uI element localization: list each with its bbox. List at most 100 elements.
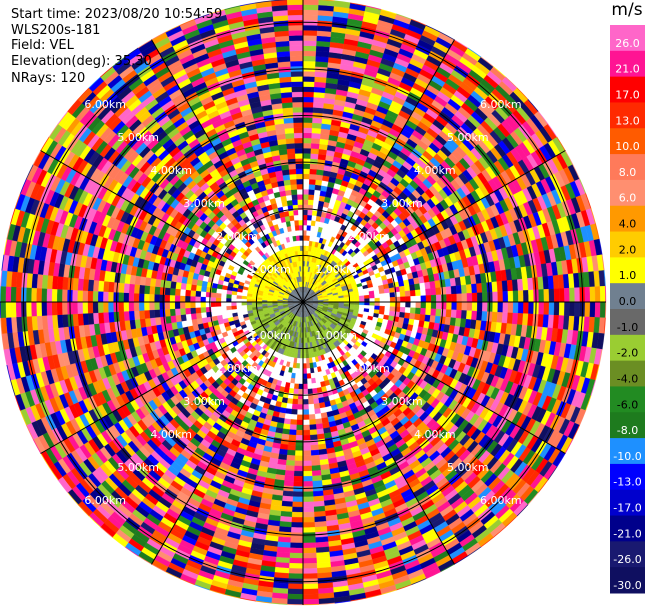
velocity-gate <box>296 409 304 415</box>
velocity-gate <box>282 490 294 497</box>
velocity-gate <box>379 305 386 311</box>
velocity-gate <box>358 295 365 300</box>
velocity-gate <box>309 434 318 441</box>
velocity-gate <box>289 419 297 426</box>
velocity-gate <box>302 573 318 580</box>
velocity-gate <box>599 286 606 303</box>
velocity-gate <box>379 301 386 307</box>
velocity-gate <box>429 280 436 289</box>
velocity-gate <box>313 97 325 104</box>
velocity-gate <box>302 137 312 144</box>
velocity-gate <box>302 0 319 6</box>
velocity-gate <box>389 292 396 298</box>
velocity-gate <box>378 288 385 295</box>
velocity-gate <box>481 311 488 322</box>
velocity-gate <box>388 287 395 294</box>
velocity-gate <box>281 500 293 507</box>
velocity-gate <box>491 281 498 293</box>
velocity-gate <box>302 127 313 134</box>
velocity-gate <box>455 309 462 319</box>
velocity-gate <box>302 552 317 559</box>
velocity-gate <box>315 423 324 430</box>
velocity-gate <box>302 71 316 77</box>
velocity-gate <box>292 398 299 405</box>
velocity-gate <box>471 310 478 321</box>
velocity-gate <box>409 284 416 291</box>
velocity-gate <box>460 310 468 320</box>
velocity-gate <box>311 122 322 129</box>
velocity-gate <box>308 194 315 201</box>
velocity-gate <box>293 465 304 472</box>
velocity-gate <box>399 312 406 319</box>
velocity-gate <box>302 409 310 415</box>
velocity-gate <box>307 388 313 395</box>
velocity-gate <box>287 588 304 595</box>
velocity-gate <box>451 293 457 303</box>
velocity-gate <box>302 399 309 405</box>
velocity-gate <box>310 153 319 160</box>
velocity-gate <box>502 291 509 303</box>
velocity-gate <box>302 562 318 569</box>
velocity-gate <box>312 490 324 497</box>
velocity-gate <box>384 292 391 298</box>
velocity-gate <box>292 491 304 498</box>
velocity-gate <box>574 301 581 317</box>
velocity-gate <box>313 403 321 410</box>
velocity-gate <box>409 290 416 297</box>
velocity-gate <box>414 283 421 291</box>
velocity-gate <box>306 373 312 379</box>
velocity-gate <box>288 573 304 580</box>
velocity-gate <box>293 481 304 487</box>
velocity-gate <box>307 398 314 405</box>
velocity-gate <box>302 598 319 605</box>
velocity-gate <box>308 189 315 196</box>
velocity-gate <box>309 168 318 175</box>
velocity-gate <box>410 295 416 303</box>
velocity-gate <box>285 408 292 415</box>
velocity-gate <box>522 313 529 326</box>
velocity-gate <box>289 424 297 431</box>
velocity-gate <box>374 305 380 311</box>
velocity-gate <box>305 357 310 364</box>
velocity-gate <box>306 363 311 369</box>
velocity-gate <box>445 286 452 295</box>
velocity-gate <box>369 298 375 303</box>
velocity-gate <box>313 102 325 109</box>
velocity-gate <box>548 301 555 316</box>
velocity-gate <box>309 178 317 185</box>
velocity-gate <box>343 297 350 301</box>
velocity-gate <box>302 501 314 508</box>
velocity-gate <box>302 414 310 421</box>
velocity-gate <box>589 286 596 303</box>
velocity-gate <box>314 81 327 88</box>
velocity-gate <box>425 288 432 296</box>
velocity-gate <box>302 122 313 129</box>
velocity-gate <box>295 434 304 441</box>
velocity-gate <box>379 297 386 303</box>
velocity-gate <box>302 189 310 195</box>
velocity-gate <box>414 313 421 321</box>
velocity-gate <box>302 460 312 467</box>
velocity-gate <box>302 45 317 52</box>
velocity-gate <box>307 209 313 216</box>
velocity-gate <box>507 301 514 314</box>
velocity-gate <box>512 290 519 303</box>
velocity-gate <box>471 292 478 303</box>
velocity-gate <box>302 112 314 118</box>
velocity-gate <box>430 287 437 296</box>
velocity-gate <box>369 305 375 310</box>
velocity-gate <box>517 278 524 291</box>
velocity-gate <box>311 137 321 145</box>
velocity-gate <box>302 373 308 380</box>
velocity-gate <box>302 142 312 149</box>
velocity-gate <box>316 387 323 394</box>
velocity-gate <box>399 291 406 298</box>
velocity-gate <box>364 294 370 299</box>
velocity-gate <box>315 174 324 181</box>
velocity-gate <box>307 214 313 221</box>
velocity-gate <box>302 419 310 426</box>
velocity-gate <box>302 14 319 21</box>
velocity-gate <box>309 419 317 426</box>
velocity-gate <box>528 301 534 315</box>
velocity-gate <box>497 291 504 303</box>
